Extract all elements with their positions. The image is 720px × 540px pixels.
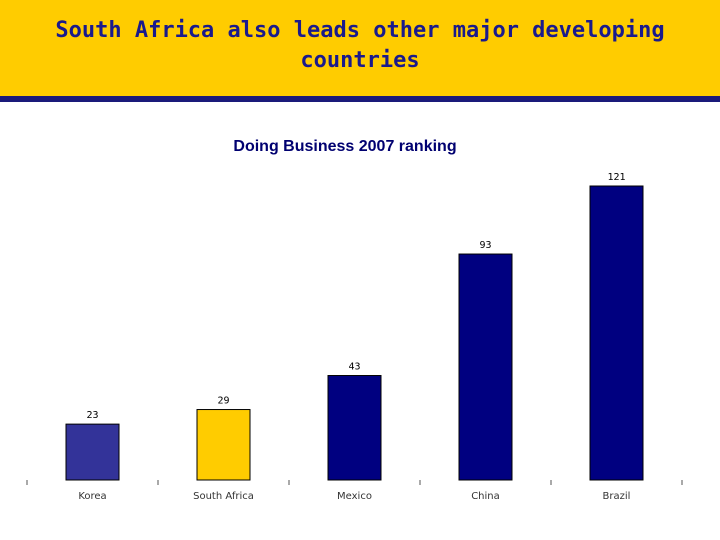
bar-korea [65,423,120,481]
category-labels: Korea South Africa Mexico China Brazil [78,491,630,502]
data-label-china: 93 [479,240,491,251]
chart-title: Doing Business 2007 ranking [233,138,457,155]
bar-south-africa [196,409,251,481]
data-label-mexico: 43 [348,362,360,373]
slide-title: South Africa also leads other major deve… [55,18,665,73]
data-label-brazil: 121 [607,172,625,183]
data-label-south-africa: 29 [217,396,229,407]
category-label-korea: Korea [78,491,106,502]
x-axis [26,480,683,485]
bar-mexico [327,375,382,481]
category-label-south-africa: South Africa [193,491,254,502]
category-label-mexico: Mexico [337,491,372,502]
title-banner: South Africa also leads other major deve… [0,0,720,102]
data-label-korea: 23 [86,410,98,421]
bar-brazil [589,185,644,481]
bar-china [458,253,513,481]
bar-series [65,185,644,481]
category-label-china: China [471,491,500,502]
category-label-brazil: Brazil [603,491,631,502]
data-labels: 23 29 43 93 121 [86,172,625,421]
